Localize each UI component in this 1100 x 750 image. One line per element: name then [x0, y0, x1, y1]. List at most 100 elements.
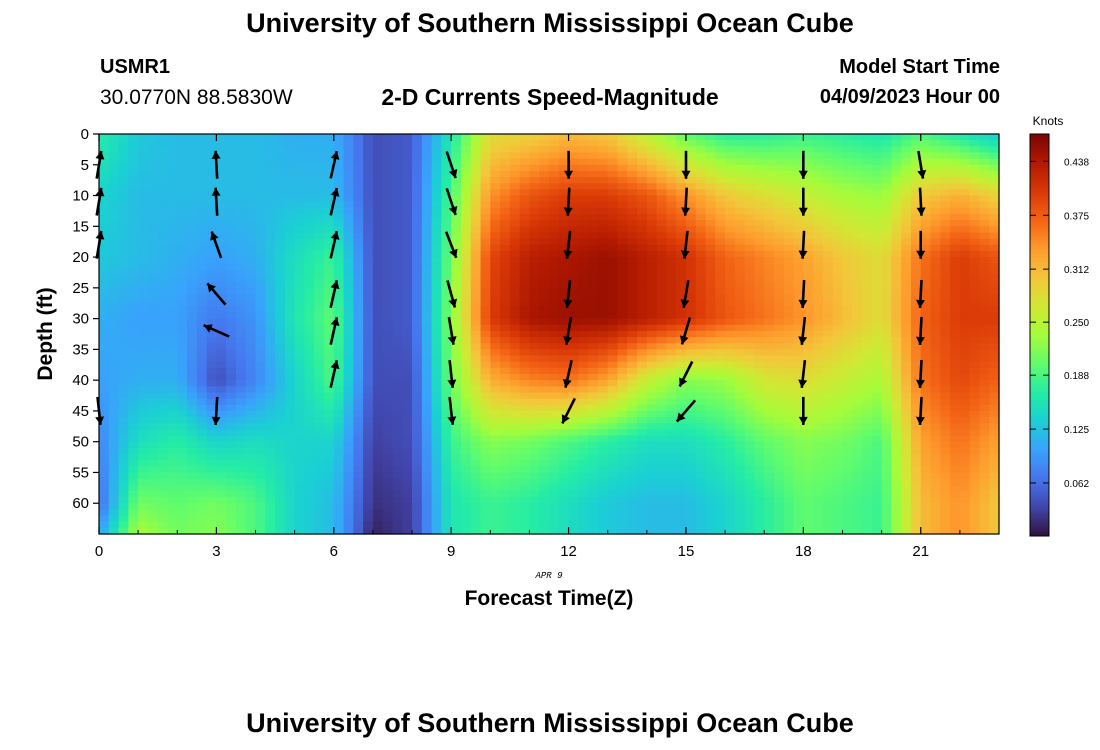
heatmap-cell: [118, 429, 129, 437]
heatmap-cell: [451, 497, 462, 504]
heatmap-cell: [206, 312, 217, 320]
heatmap-cell: [138, 398, 149, 406]
heatmap-cell: [255, 349, 266, 357]
heatmap-cell: [627, 490, 638, 498]
heatmap-cell: [774, 398, 785, 406]
heatmap-cell: [656, 355, 667, 363]
heatmap-cell: [392, 306, 403, 314]
heatmap-cell: [676, 177, 687, 184]
heatmap-cell: [627, 146, 638, 154]
heatmap-cell: [216, 269, 227, 277]
heatmap-cell: [372, 300, 384, 307]
heatmap-cell: [157, 361, 169, 369]
heatmap-cell: [372, 478, 384, 486]
heatmap-cell: [597, 380, 609, 387]
heatmap-cell: [441, 287, 452, 295]
heatmap-cell: [617, 478, 628, 486]
heatmap-cell: [157, 220, 169, 227]
heatmap-cell: [490, 195, 501, 203]
heatmap-cell: [578, 287, 589, 295]
heatmap-cell: [382, 454, 394, 461]
heatmap-cell: [725, 207, 736, 215]
heatmap-cell: [441, 146, 452, 154]
heatmap-cell: [99, 386, 110, 394]
heatmap-cell: [568, 435, 579, 443]
heatmap-cell: [558, 435, 570, 443]
heatmap-cell: [314, 250, 325, 258]
heatmap-cell: [421, 472, 433, 480]
heatmap-cell: [353, 386, 364, 394]
heatmap-cell: [539, 220, 550, 227]
heatmap-cell: [333, 355, 345, 363]
heatmap-cell: [294, 294, 306, 301]
heatmap-cell: [509, 478, 521, 486]
heatmap-cell: [138, 158, 149, 166]
heatmap-cell: [284, 343, 296, 350]
heatmap-cell: [284, 478, 296, 486]
heatmap-cell: [235, 269, 247, 277]
heatmap-cell: [666, 146, 677, 154]
heatmap-cell: [627, 152, 638, 160]
heatmap-cell: [607, 466, 619, 474]
heatmap-cell: [206, 478, 217, 486]
heatmap-cell: [314, 355, 325, 363]
heatmap-cell: [226, 423, 237, 430]
heatmap-cell: [783, 275, 795, 283]
heatmap-cell: [705, 410, 716, 418]
heatmap-cell: [783, 349, 795, 357]
heatmap-cell: [314, 183, 325, 190]
heatmap-cell: [187, 263, 198, 270]
heatmap-cell: [353, 201, 364, 209]
heatmap-cell: [187, 484, 198, 492]
heatmap-cell: [460, 207, 472, 215]
heatmap-cell: [412, 509, 423, 517]
heatmap-cell: [226, 527, 237, 535]
heatmap-cell: [99, 146, 110, 154]
heatmap-cell: [265, 509, 276, 517]
heatmap-cell: [128, 134, 139, 141]
heatmap-cell: [206, 429, 217, 437]
heatmap-cell: [118, 269, 129, 277]
heatmap-cell: [793, 460, 804, 467]
heatmap-cell: [832, 275, 844, 283]
heatmap-cell: [754, 226, 765, 234]
heatmap-cell: [177, 478, 188, 486]
heatmap-cell: [412, 324, 423, 332]
heatmap-cell: [304, 275, 315, 283]
heatmap-cell: [324, 281, 335, 289]
heatmap-cell: [549, 189, 560, 197]
heatmap-cell: [637, 201, 648, 209]
heatmap-cell: [108, 330, 120, 338]
heatmap-cell: [685, 306, 697, 314]
heatmap-cell: [382, 472, 394, 480]
heatmap-cell: [500, 509, 511, 517]
heatmap-cell: [774, 232, 785, 240]
heatmap-cell: [108, 269, 120, 277]
heatmap-cell: [832, 484, 844, 492]
heatmap-cell: [588, 287, 599, 295]
heatmap-cell: [363, 318, 374, 326]
heatmap-cell: [196, 140, 208, 147]
heatmap-cell: [372, 214, 384, 221]
heatmap-cell: [294, 503, 306, 510]
heatmap-cell: [578, 152, 589, 160]
heatmap-cell: [294, 435, 306, 443]
heatmap-cell: [500, 337, 511, 344]
heatmap-cell: [607, 454, 619, 461]
heatmap-cell: [783, 404, 795, 412]
heatmap-cell: [353, 490, 364, 498]
heatmap-cell: [695, 404, 707, 412]
heatmap-cell: [744, 177, 756, 184]
heatmap-cell: [490, 164, 501, 172]
heatmap-cell: [304, 380, 315, 387]
heatmap-cell: [588, 324, 599, 332]
heatmap-cell: [470, 349, 482, 357]
heatmap-cell: [421, 324, 433, 332]
heatmap-cell: [470, 472, 482, 480]
heatmap-cell: [578, 466, 589, 474]
heatmap-cell: [451, 306, 462, 314]
heatmap-cell: [832, 355, 844, 363]
heatmap-cell: [372, 195, 384, 203]
heatmap-cell: [138, 183, 149, 190]
heatmap-cell: [597, 454, 609, 461]
